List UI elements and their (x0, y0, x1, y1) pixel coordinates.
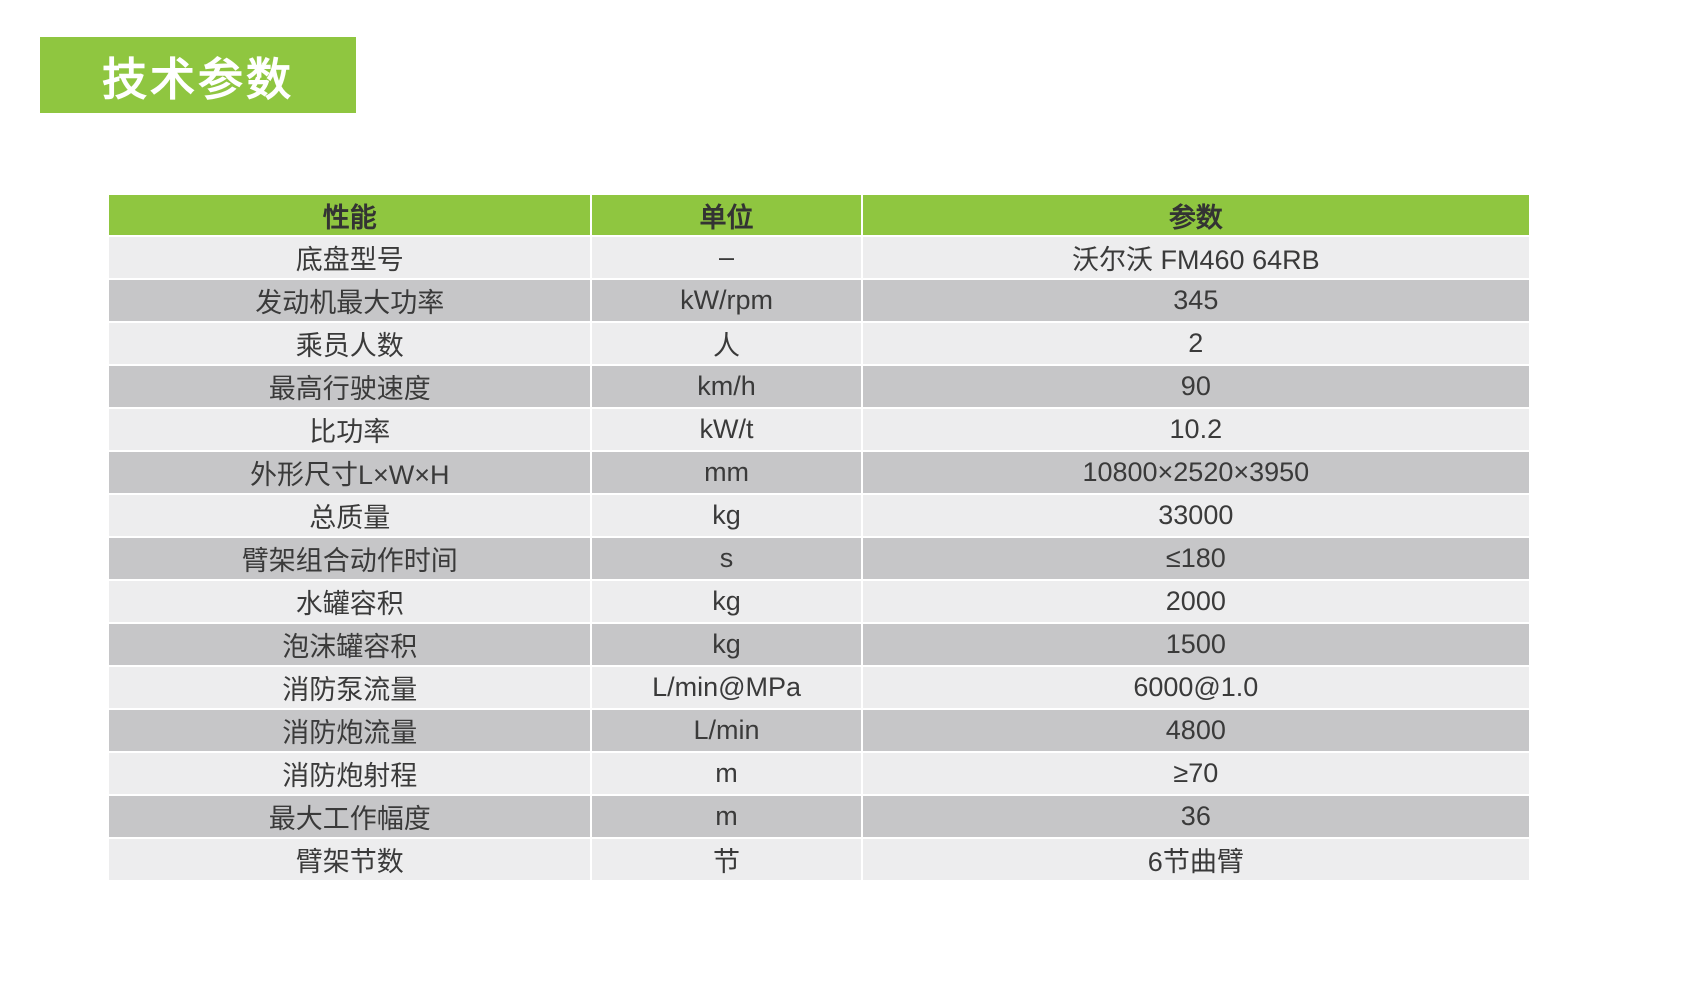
spec-name: 消防炮流量 (106, 708, 593, 753)
spec-unit: mm (590, 450, 863, 495)
spec-value: 1500 (860, 622, 1532, 667)
spec-unit: s (590, 536, 863, 581)
spec-unit: 节 (590, 837, 863, 882)
table-row: 底盘型号 – 沃尔沃 FM460 64RB (106, 235, 1532, 280)
spec-unit: kg (590, 493, 863, 538)
spec-value: ≥70 (860, 751, 1532, 796)
header-performance: 性能 (106, 193, 593, 237)
spec-unit: 人 (590, 321, 863, 366)
spec-value: 10.2 (860, 407, 1532, 452)
table-row: 乘员人数 人 2 (106, 321, 1532, 366)
table-row: 臂架节数 节 6节曲臂 (106, 837, 1532, 882)
spec-value: 6节曲臂 (860, 837, 1532, 882)
spec-name: 发动机最大功率 (106, 278, 593, 323)
spec-unit: – (590, 235, 863, 280)
table-row: 最大工作幅度 m 36 (106, 794, 1532, 839)
spec-value: 10800×2520×3950 (860, 450, 1532, 495)
spec-name: 总质量 (106, 493, 593, 538)
spec-value: 36 (860, 794, 1532, 839)
spec-name: 底盘型号 (106, 235, 593, 280)
spec-unit: m (590, 794, 863, 839)
spec-value: ≤180 (860, 536, 1532, 581)
table-row: 水罐容积 kg 2000 (106, 579, 1532, 624)
table-row: 消防炮流量 L/min 4800 (106, 708, 1532, 753)
spec-value: 90 (860, 364, 1532, 409)
spec-name: 最高行驶速度 (106, 364, 593, 409)
spec-name: 比功率 (106, 407, 593, 452)
spec-unit: L/min (590, 708, 863, 753)
section-title: 技术参数 (101, 53, 294, 105)
spec-table-body: 底盘型号 – 沃尔沃 FM460 64RB 发动机最大功率 kW/rpm 345… (106, 235, 1532, 882)
spec-unit: km/h (590, 364, 863, 409)
table-row: 比功率 kW/t 10.2 (106, 407, 1532, 452)
spec-value: 33000 (860, 493, 1532, 538)
table-row: 总质量 kg 33000 (106, 493, 1532, 538)
spec-name: 臂架节数 (106, 837, 593, 882)
section-title-badge: 技术参数 (40, 37, 356, 113)
table-row: 消防炮射程 m ≥70 (106, 751, 1532, 796)
table-row: 臂架组合动作时间 s ≤180 (106, 536, 1532, 581)
table-row: 发动机最大功率 kW/rpm 345 (106, 278, 1532, 323)
header-parameter: 参数 (860, 193, 1532, 237)
spec-name: 臂架组合动作时间 (106, 536, 593, 581)
spec-name: 最大工作幅度 (106, 794, 593, 839)
spec-name: 消防泵流量 (106, 665, 593, 710)
table-row: 外形尺寸L×W×H mm 10800×2520×3950 (106, 450, 1532, 495)
spec-unit: m (590, 751, 863, 796)
spec-unit: kg (590, 579, 863, 624)
spec-value: 6000@1.0 (860, 665, 1532, 710)
spec-unit: kW/t (590, 407, 863, 452)
spec-unit: L/min@MPa (590, 665, 863, 710)
spec-name: 外形尺寸L×W×H (106, 450, 593, 495)
spec-value: 沃尔沃 FM460 64RB (860, 235, 1532, 280)
spec-value: 2 (860, 321, 1532, 366)
table-row: 消防泵流量 L/min@MPa 6000@1.0 (106, 665, 1532, 710)
table-row: 最高行驶速度 km/h 90 (106, 364, 1532, 409)
spec-name: 水罐容积 (106, 579, 593, 624)
table-row: 泡沫罐容积 kg 1500 (106, 622, 1532, 667)
spec-value: 345 (860, 278, 1532, 323)
spec-unit: kW/rpm (590, 278, 863, 323)
spec-table: 性能 单位 参数 底盘型号 – 沃尔沃 FM460 64RB 发动机最大功率 k… (106, 193, 1532, 882)
header-row: 性能 单位 参数 (106, 193, 1532, 237)
spec-value: 4800 (860, 708, 1532, 753)
header-unit: 单位 (590, 193, 863, 237)
spec-name: 泡沫罐容积 (106, 622, 593, 667)
spec-unit: kg (590, 622, 863, 667)
spec-name: 消防炮射程 (106, 751, 593, 796)
spec-name: 乘员人数 (106, 321, 593, 366)
spec-value: 2000 (860, 579, 1532, 624)
spec-table-header: 性能 单位 参数 (106, 193, 1532, 237)
